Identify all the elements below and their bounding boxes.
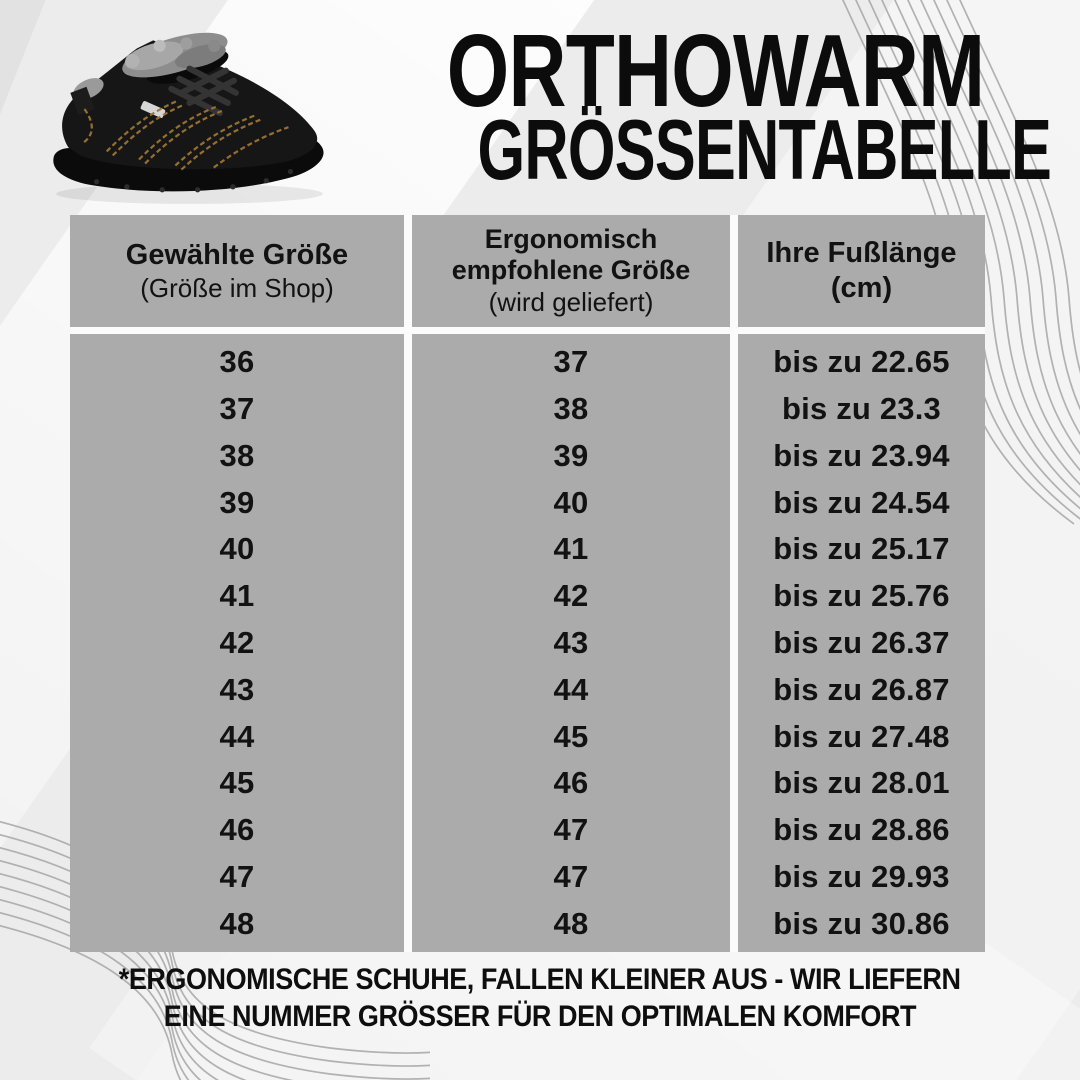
shop-size-value: 44 bbox=[219, 718, 255, 754]
foot-length-value: bis zu 28.01 bbox=[773, 765, 950, 801]
header-shop-size-subtitle: (Größe im Shop) bbox=[140, 272, 334, 303]
header-delivered-size: Ergonomisch empfohlene Größe (wird gelie… bbox=[412, 215, 730, 327]
delivered-size-value: 43 bbox=[553, 624, 589, 660]
delivered-size-value: 47 bbox=[553, 858, 589, 894]
foot-length-value: bis zu 25.17 bbox=[773, 531, 950, 567]
foot-length-value: bis zu 22.65 bbox=[773, 344, 950, 380]
header-delivered-size-title-line2: empfohlene Größe bbox=[451, 255, 691, 286]
footnote: *ERGONOMISCHE SCHUHE, FALLEN KLEINER AUS… bbox=[0, 961, 1080, 1035]
delivered-size-value: 45 bbox=[553, 718, 589, 754]
foot-length-value: bis zu 29.93 bbox=[773, 858, 950, 894]
header-shop-size-title: Gewählte Größe bbox=[125, 239, 349, 271]
delivered-size-value: 39 bbox=[553, 437, 589, 473]
column-foot-length: bis zu 22.65 bis zu 23.3 bis zu 23.94 bis z… bbox=[738, 334, 985, 952]
delivered-size-value: 47 bbox=[553, 812, 589, 848]
foot-length-value: bis zu 27.48 bbox=[773, 718, 950, 754]
foot-length-value: bis zu 26.87 bbox=[773, 671, 950, 707]
header-delivered-size-title-line1: Ergonomisch bbox=[484, 223, 658, 254]
delivered-size-value: 38 bbox=[553, 391, 589, 427]
header-foot-length-title: Ihre Fußlänge bbox=[766, 237, 957, 270]
foot-length-value: bis zu 24.54 bbox=[773, 484, 950, 520]
shop-size-value: 46 bbox=[219, 812, 255, 848]
delivered-size-value: 48 bbox=[553, 905, 589, 941]
shop-size-value: 47 bbox=[219, 858, 255, 894]
shop-size-value: 43 bbox=[219, 671, 255, 707]
header-delivered-size-subtitle: (wird geliefert) bbox=[488, 287, 654, 318]
header-shop-size: Gewählte Größe (Größe im Shop) bbox=[70, 215, 404, 327]
shop-size-value: 45 bbox=[219, 765, 255, 801]
shop-size-value: 40 bbox=[219, 531, 255, 567]
footnote-line2: EINE NUMMER GRÖSSER FÜR DEN OPTIMALEN KO… bbox=[163, 1000, 917, 1033]
shop-size-value: 36 bbox=[219, 344, 255, 380]
footnote-line1: *ERGONOMISCHE SCHUHE, FALLEN KLEINER AUS… bbox=[119, 963, 961, 996]
shop-size-value: 48 bbox=[219, 905, 255, 941]
product-shoe-image bbox=[53, 32, 324, 204]
delivered-size-value: 37 bbox=[553, 344, 589, 380]
foot-length-value: bis zu 26.37 bbox=[773, 624, 950, 660]
foot-length-value: bis zu 28.86 bbox=[773, 812, 950, 848]
shop-size-value: 39 bbox=[219, 484, 255, 520]
delivered-size-value: 46 bbox=[553, 765, 589, 801]
delivered-size-value: 44 bbox=[553, 671, 589, 707]
shop-size-value: 38 bbox=[219, 437, 255, 473]
header-foot-length: Ihre Fußlänge (cm) bbox=[738, 215, 985, 327]
shop-size-value: 41 bbox=[219, 578, 255, 614]
delivered-size-value: 42 bbox=[553, 578, 589, 614]
foot-length-value: bis zu 23.94 bbox=[773, 437, 950, 473]
shop-size-value: 42 bbox=[219, 624, 255, 660]
foot-length-value: bis zu 30.86 bbox=[773, 905, 950, 941]
foot-length-value: bis zu 25.76 bbox=[773, 578, 950, 614]
column-shop-size: 36 37 38 39 40 41 42 43 44 45 46 47 48 bbox=[70, 334, 404, 952]
size-table: Gewählte Größe (Größe im Shop) Ergonomis… bbox=[70, 215, 985, 952]
page-title: ORTHOWARM GRÖSSENTABELLE bbox=[366, 13, 1066, 198]
delivered-size-value: 40 bbox=[553, 484, 589, 520]
title-line1: ORTHOWARM bbox=[447, 13, 985, 128]
delivered-size-value: 41 bbox=[553, 531, 589, 567]
header-foot-length-subtitle: (cm) bbox=[830, 272, 893, 304]
foot-length-value: bis zu 23.3 bbox=[782, 391, 941, 427]
title-line2: GRÖSSENTABELLE bbox=[477, 102, 1052, 198]
shop-size-value: 37 bbox=[219, 391, 255, 427]
column-delivered-size: 37 38 39 40 41 42 43 44 45 46 47 47 48 bbox=[412, 334, 730, 952]
